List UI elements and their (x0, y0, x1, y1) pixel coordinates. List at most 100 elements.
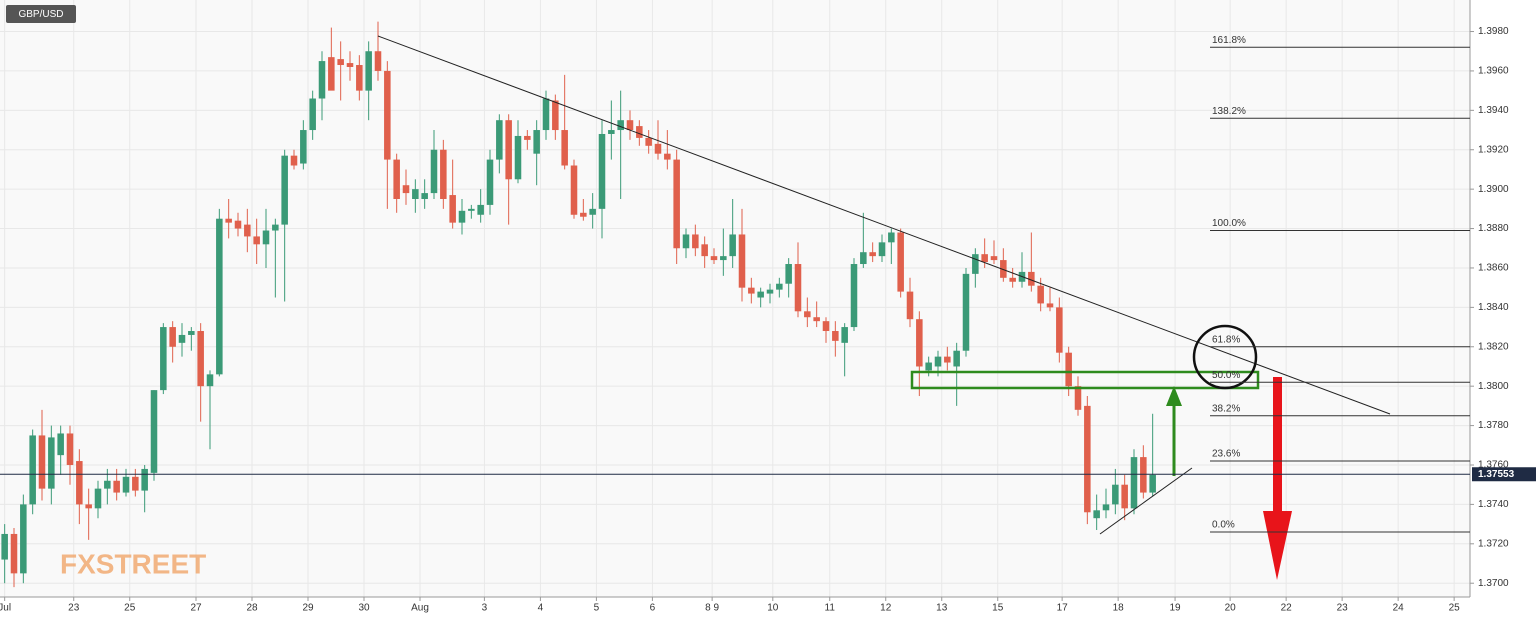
x-tick-label: 25 (1449, 603, 1461, 614)
candle-body (76, 461, 83, 505)
candle-body (216, 218, 223, 375)
x-tick-label: 30 (358, 603, 370, 614)
candle-body (113, 480, 120, 493)
candle-body (57, 433, 64, 456)
candle-body (906, 291, 914, 320)
fib-label: 23.6% (1212, 449, 1240, 460)
candle-body (48, 437, 55, 489)
candle-body (150, 390, 158, 473)
candle-body (393, 159, 400, 199)
candle-body (822, 321, 830, 332)
candle-body (421, 193, 428, 199)
candle-body (20, 504, 27, 574)
candle-body (486, 159, 494, 205)
candle-body (38, 435, 46, 489)
candle-body (178, 334, 186, 343)
candle-body (1130, 457, 1138, 509)
support-zone (910, 370, 1260, 390)
fib-label: 0.0% (1212, 520, 1235, 531)
x-tick-label: 18 (1113, 603, 1125, 614)
y-tick-label: 1.3900 (1478, 184, 1509, 195)
candle-body (505, 120, 512, 180)
candle-body (262, 230, 270, 245)
candle-body (281, 155, 288, 225)
y-tick-label: 1.3840 (1478, 302, 1509, 313)
candle-body (710, 256, 718, 261)
candle-body (757, 291, 764, 298)
candle-body (514, 135, 522, 180)
x-tick-label: 27 (190, 603, 202, 614)
candle-body (300, 130, 307, 164)
fib-label: 61.8% (1212, 334, 1240, 345)
x-tick-label: 11 (825, 603, 836, 614)
candle-body (813, 317, 820, 322)
highlight-circle (1192, 324, 1258, 390)
candle-body (1, 533, 8, 560)
candle-body (328, 57, 335, 91)
candle-body (542, 98, 550, 131)
candle-body (636, 126, 643, 138)
down-arrow (1273, 377, 1282, 513)
x-tick-label: 23 (68, 603, 80, 614)
candle-body (85, 504, 92, 509)
candle-body (169, 327, 176, 347)
candle-body (104, 480, 111, 489)
candle-body (916, 319, 923, 367)
candle-body (94, 488, 102, 509)
symbol-box (6, 5, 76, 23)
last-price-box (1472, 467, 1536, 482)
candle-body (673, 159, 680, 249)
candle-body (10, 533, 18, 574)
candle-body (234, 220, 242, 229)
x-tick-label: 29 (302, 603, 314, 614)
last-price-label: 1.37553 (1478, 469, 1515, 480)
candle-body (580, 212, 587, 217)
candle-body (206, 374, 214, 387)
candle-body (682, 234, 690, 249)
candle-body (402, 185, 410, 194)
candle-body (729, 234, 736, 257)
candle-body (66, 433, 74, 465)
y-tick-label: 1.3700 (1478, 578, 1509, 589)
candle-body (626, 120, 634, 131)
candle-body (1093, 510, 1100, 519)
candle-body (524, 135, 531, 140)
candle-body (850, 264, 858, 328)
x-tick-label: 19 (1170, 603, 1182, 614)
candle-body (654, 143, 662, 154)
x-tick-label: 28 (246, 603, 258, 614)
candle-body (953, 350, 960, 367)
y-tick-label: 1.3780 (1478, 420, 1509, 431)
y-tick-label: 1.3980 (1478, 26, 1509, 37)
candle-body (1112, 484, 1119, 505)
candle-body (972, 254, 979, 274)
candle-body (561, 130, 568, 166)
candle-body (552, 100, 559, 131)
candle-body (878, 242, 886, 257)
y-tick-label: 1.3880 (1478, 223, 1509, 234)
candle-body (132, 476, 139, 491)
support-trendline (1099, 467, 1193, 535)
candle-body (197, 331, 204, 387)
candle-body (290, 155, 298, 166)
x-tick-label: 6 (650, 603, 656, 614)
x-tick-label: Jul (0, 603, 11, 614)
x-tick-label: 3 (482, 603, 488, 614)
candle-body (785, 264, 792, 284)
candle-body (617, 120, 624, 131)
candle-body (365, 51, 372, 91)
y-tick-label: 1.3860 (1478, 263, 1509, 274)
candle-body (962, 273, 970, 351)
candle-body (309, 98, 316, 131)
x-tick-label: 22 (1281, 603, 1293, 614)
x-tick-label: 5 (594, 603, 600, 614)
fib-label: 138.2% (1212, 106, 1246, 117)
candle-body (925, 362, 932, 371)
candle-body (720, 256, 727, 261)
y-tick-label: 1.3920 (1478, 144, 1509, 155)
candle-body (766, 289, 774, 294)
candle-body (1037, 285, 1044, 304)
candle-body (1102, 504, 1110, 511)
